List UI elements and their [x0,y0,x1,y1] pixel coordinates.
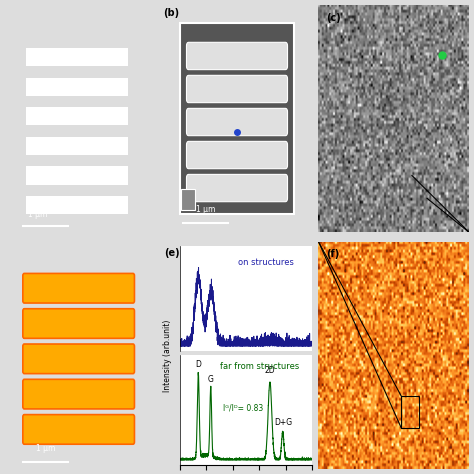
Text: on structures: on structures [238,258,294,267]
Bar [26,196,128,214]
FancyBboxPatch shape [23,344,135,374]
Text: 2D: 2D [264,366,275,375]
Bar [26,137,128,155]
Text: D: D [195,360,201,369]
Text: (f): (f) [326,249,339,259]
Text: Iᴳ/Iᴰ= 0.83: Iᴳ/Iᴰ= 0.83 [223,403,264,412]
Bar [181,189,195,210]
Text: 1 μm: 1 μm [36,444,55,453]
FancyBboxPatch shape [186,75,288,103]
Bar [401,396,419,428]
FancyBboxPatch shape [23,309,135,338]
FancyBboxPatch shape [186,109,288,136]
Text: 1 μm: 1 μm [28,210,47,219]
FancyBboxPatch shape [186,141,288,169]
FancyBboxPatch shape [23,379,135,409]
Text: D+G: D+G [274,418,292,427]
Text: far from structures: far from structures [219,362,299,371]
Text: G: G [208,375,213,384]
FancyBboxPatch shape [186,174,288,202]
Text: (c): (c) [326,13,341,23]
Text: (e): (e) [164,248,180,258]
Bar [26,107,128,126]
Bar [26,78,128,96]
FancyBboxPatch shape [23,273,135,303]
Bar [26,48,128,66]
Bar [26,166,128,185]
Bar [180,23,294,214]
Text: Intensity (arb.unit): Intensity (arb.unit) [163,319,172,392]
Text: (b): (b) [163,8,179,18]
FancyBboxPatch shape [23,415,135,444]
FancyBboxPatch shape [186,42,288,70]
Text: 1 μm: 1 μm [196,205,215,214]
